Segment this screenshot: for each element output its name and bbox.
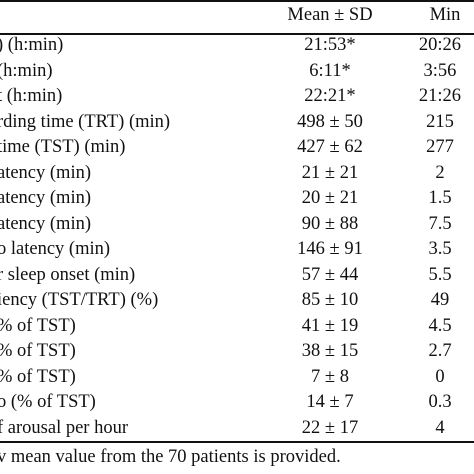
cell-min: 49 <box>430 290 450 310</box>
cell-parameter: atency (min) <box>0 213 91 234</box>
cell-mean-sd: 498 ± 50 <box>297 111 363 132</box>
cell-parameter: f arousal per hour <box>0 417 128 438</box>
cell-mean-sd: 90 ± 88 <box>301 213 359 234</box>
cell-min: 2 <box>435 162 445 183</box>
cell-mean-sd: 14 ± 7 <box>306 392 354 412</box>
cell-parameter: r sleep onset (min) <box>0 264 136 285</box>
cell-min: 20:26 <box>418 35 462 55</box>
cell-min: 0.3 <box>428 392 452 412</box>
table-footnote: v mean value from the 70 patients is pro… <box>0 447 341 467</box>
cell-min: 21:26 <box>418 86 462 106</box>
cell-parameter: % of TST) <box>0 366 76 387</box>
cell-parameter: rding time (TRT) (min) <box>0 111 171 132</box>
cell-mean-sd: 146 ± 91 <box>297 239 363 259</box>
cell-min: 7.5 <box>428 213 452 234</box>
cell-parameter: % of TST) <box>0 315 76 336</box>
cell-mean-sd: 7 ± 8 <box>311 366 349 387</box>
cell-mean-sd: 20 ± 21 <box>301 188 359 208</box>
cell-parameter: (h:min) <box>0 60 53 81</box>
cell-parameter: time (TST) (min) <box>0 137 126 157</box>
cell-mean-sd: 38 ± 15 <box>301 341 359 361</box>
cell-min: 5.5 <box>428 264 452 285</box>
cell-mean-sd: 22 ± 17 <box>301 417 359 438</box>
cell-min: 2.7 <box>428 341 452 361</box>
cell-mean-sd: 21 ± 21 <box>301 162 359 183</box>
cell-min: 215 <box>426 111 454 132</box>
cell-mean-sd: 41 ± 19 <box>301 315 359 336</box>
cell-parameter: atency (min) <box>0 188 91 208</box>
bottom-rule <box>0 441 474 443</box>
cell-mean-sd: 21:53* <box>304 35 356 55</box>
cell-parameter: atency (min) <box>0 162 91 183</box>
cell-min: 277 <box>426 137 454 157</box>
cell-min: 4.5 <box>428 315 452 336</box>
cell-min: 0 <box>435 366 445 387</box>
cell-min: 4 <box>435 417 445 438</box>
cell-mean-sd: 57 ± 44 <box>301 264 359 285</box>
cell-parameter: iency (TST/TRT) (%) <box>0 290 159 310</box>
cell-min: 3.5 <box>428 239 452 259</box>
cell-mean-sd: 6:11* <box>309 60 351 81</box>
header-rule <box>0 33 474 35</box>
cell-mean-sd: 427 ± 62 <box>297 137 363 157</box>
cell-parameter: o (% of TST) <box>0 392 96 412</box>
header-mean-sd: Mean ± SD <box>287 5 373 25</box>
header-min: Min <box>429 5 461 25</box>
cell-parameter: o latency (min) <box>0 239 111 259</box>
cell-min: 3:56 <box>423 60 457 81</box>
cell-min: 1.5 <box>428 188 452 208</box>
cell-parameter: ) (h:min) <box>0 35 64 55</box>
cell-parameter: t (h:min) <box>0 86 63 106</box>
cell-parameter: % of TST) <box>0 341 76 361</box>
cell-mean-sd: 85 ± 10 <box>301 290 359 310</box>
top-rule <box>0 0 474 2</box>
cell-mean-sd: 22:21* <box>304 86 356 106</box>
